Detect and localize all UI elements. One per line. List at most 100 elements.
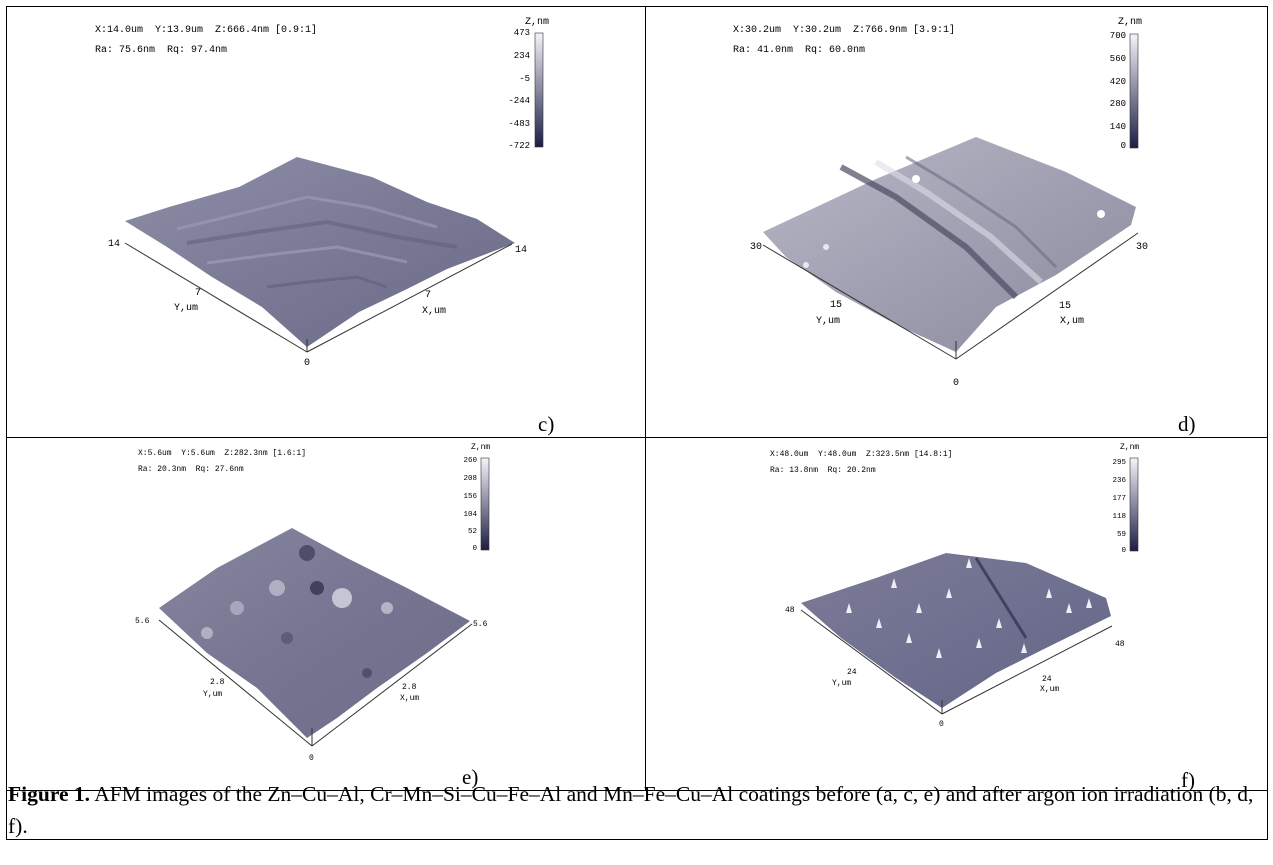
panel-c-z-tick: -5 — [519, 74, 530, 84]
z-colorbar-c — [534, 32, 544, 148]
panel-e-z-tick: 208 — [463, 475, 477, 483]
panel-d-z-title: Z,nm — [1118, 17, 1143, 28]
axis-left-c — [124, 242, 308, 353]
afm-surface-plot-f — [800, 457, 1139, 715]
panel-d-header: X:30.2um Y:30.2um Z:766.9nm [3.9:1] — [733, 25, 956, 36]
panel-f-axis-y-label: Y,um — [832, 679, 852, 688]
z-colorbar-e — [480, 457, 490, 551]
panel-c-letter: c) — [538, 412, 555, 436]
panel-e-axis-y-mid: 2.8 — [210, 678, 225, 687]
panel-c-z-tick: 473 — [513, 28, 530, 38]
panel-f-z-tick: 59 — [1116, 531, 1126, 539]
table-divider-row2 — [6, 790, 1268, 791]
panel-c-z-title: Z,nm — [525, 17, 550, 28]
figure-caption-text: AFM images of the Zn–Cu–Al, Cr–Mn–Si–Cu–… — [8, 782, 1254, 838]
panel-f-header: X:48.0um Y:48.0um Z:323.5nm [14.8:1] — [770, 450, 953, 459]
axis-left-d — [762, 244, 957, 360]
table-border-right — [1267, 6, 1268, 840]
panel-d-axis-left-max: 30 — [750, 242, 763, 253]
panel-f-z-tick: 118 — [1112, 513, 1126, 521]
panel-f-axis-right-max: 48 — [1115, 640, 1125, 649]
z-colorbar-d — [1129, 33, 1139, 149]
panel-f-axis-y-mid: 24 — [847, 668, 857, 677]
panel-d-z-tick: 280 — [1109, 99, 1126, 109]
panel-f-z-tick: 295 — [1112, 459, 1126, 467]
panel-e-z-tick: 156 — [463, 493, 477, 501]
panel-e-letter: e) — [462, 765, 479, 789]
panel-c-z-tick: -483 — [508, 119, 530, 129]
panel-e-axis-origin: 0 — [309, 754, 314, 763]
panel-c-z-tick: -244 — [508, 96, 530, 106]
panel-d-letter: d) — [1178, 412, 1196, 436]
panel-e-axis-right-max: 5.6 — [473, 620, 488, 629]
panel-c-axis-x-mid: 7 — [425, 290, 432, 301]
panel-d-axis-y-label: Y,um — [816, 316, 841, 327]
afm-surface-plot-d — [762, 33, 1139, 360]
panel-c-z-tick: 234 — [513, 51, 530, 61]
panel-f-z-tick: 0 — [1121, 547, 1126, 555]
panel-f-z-tick: 177 — [1112, 495, 1126, 503]
axis-right-f — [941, 625, 1113, 715]
afm-surface-plot-c — [124, 32, 544, 353]
panel-d-z-tick: 420 — [1109, 77, 1126, 87]
panel-d-z-tick: 0 — [1120, 141, 1126, 151]
panel-c-axis-left-max: 14 — [108, 239, 121, 250]
panel-d-roughness: Ra: 41.0nm Rq: 60.0nm — [733, 45, 866, 56]
panel-c-z-tick: -722 — [508, 141, 530, 151]
panel-f-z-tick: 236 — [1112, 477, 1126, 485]
panel-e-z-tick: 104 — [463, 511, 477, 519]
panel-d-axis-x-label: X,um — [1060, 316, 1085, 327]
panel-c-axis-origin: 0 — [304, 358, 311, 369]
axis-right-d — [955, 232, 1139, 360]
afm-surface-plot-e — [158, 457, 490, 747]
panel-d-axis-origin: 0 — [953, 378, 960, 389]
axis-left-e — [158, 619, 313, 747]
panel-e-roughness: Ra: 20.3nm Rq: 27.6nm — [138, 465, 244, 474]
afm-surface-e — [159, 528, 470, 738]
panel-e-z-tick: 52 — [467, 528, 477, 536]
panel-d-axis-y-mid: 15 — [830, 300, 843, 311]
panel-c-axis-y-mid: 7 — [195, 288, 202, 299]
figure-caption-label: Figure 1. — [8, 782, 91, 806]
panel-c-axis-right-max: 14 — [515, 245, 528, 256]
panel-f-z-title: Z,nm — [1120, 443, 1140, 452]
panel-d-z-tick: 700 — [1109, 31, 1126, 41]
panel-e-axis-y-label: Y,um — [203, 690, 223, 699]
panel-f-letter: f) — [1181, 768, 1195, 790]
panel-f-axis-x-mid: 24 — [1042, 675, 1052, 684]
table-divider-vertical — [645, 6, 646, 791]
panel-e-z-title: Z,nm — [471, 443, 491, 452]
panel-f-roughness: Ra: 13.8nm Rq: 20.2nm — [770, 466, 876, 475]
panel-e-z-tick: 0 — [472, 545, 477, 553]
figure-caption: Figure 1. AFM images of the Zn–Cu–Al, Cr… — [8, 778, 1263, 842]
panel-f-axis-x-label: X,um — [1040, 685, 1060, 694]
panel-c-header: X:14.0um Y:13.9um Z:666.4nm [0.9:1] — [95, 25, 318, 36]
afm-panel-c: X:14.0um Y:13.9um Z:666.4nm [0.9:1] Ra: … — [7, 7, 645, 437]
panel-c-axis-x-label: X,um — [422, 306, 447, 317]
table-border-left — [6, 6, 7, 840]
table-divider-row1 — [6, 437, 1268, 438]
afm-panel-e: X:5.6um Y:5.6um Z:282.3nm [1.6:1] Ra: 20… — [7, 438, 645, 790]
afm-surface-d — [763, 137, 1136, 352]
z-colorbar-f — [1129, 457, 1139, 552]
table-border-top — [6, 6, 1268, 7]
axis-right-c — [306, 243, 513, 353]
panel-e-axis-x-label: X,um — [400, 694, 420, 703]
panel-f-axis-origin: 0 — [939, 720, 944, 729]
afm-surface-f — [801, 553, 1111, 708]
afm-surface-c — [125, 157, 515, 347]
panel-d-z-tick: 560 — [1109, 54, 1126, 64]
panel-e-z-tick: 260 — [463, 457, 477, 465]
panel-e-axis-x-mid: 2.8 — [402, 683, 417, 692]
panel-e-header: X:5.6um Y:5.6um Z:282.3nm [1.6:1] — [138, 449, 307, 458]
table-border-bottom — [6, 839, 1268, 840]
panel-c-axis-y-label: Y,um — [174, 303, 199, 314]
panel-c-roughness: Ra: 75.6nm Rq: 97.4nm — [95, 45, 228, 56]
afm-panel-f: X:48.0um Y:48.0um Z:323.5nm [14.8:1] Ra:… — [646, 438, 1267, 790]
afm-panel-d: X:30.2um Y:30.2um Z:766.9nm [3.9:1] Ra: … — [646, 7, 1267, 437]
panel-f-axis-left-max: 48 — [785, 606, 795, 615]
panel-d-axis-x-mid: 15 — [1059, 301, 1072, 312]
axis-right-e — [311, 623, 473, 747]
panel-d-axis-right-max: 30 — [1136, 242, 1149, 253]
axis-left-f — [800, 609, 943, 715]
